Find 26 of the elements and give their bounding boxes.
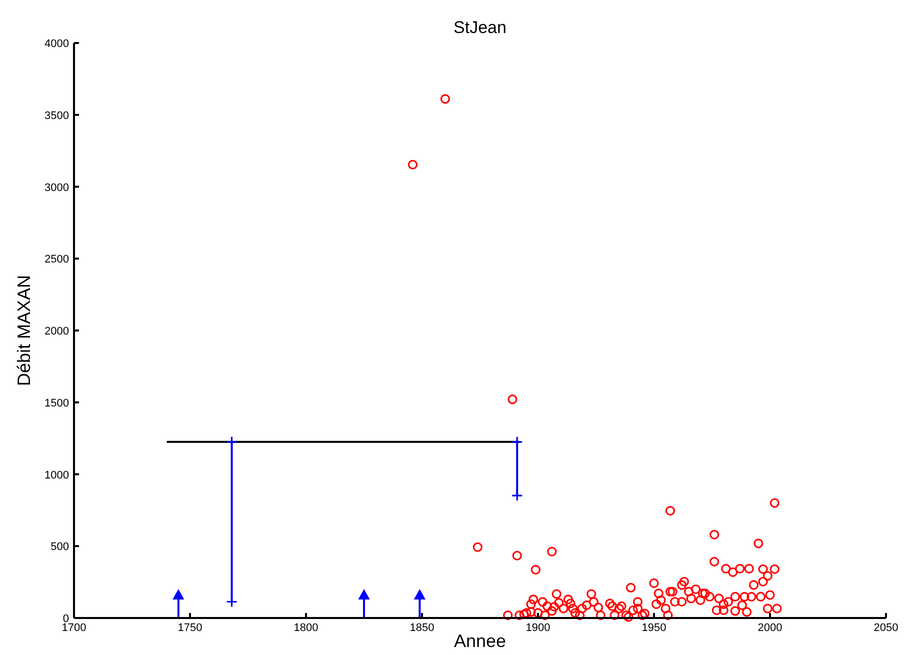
x-axis-title: Annee (454, 631, 506, 651)
point (511, 490, 523, 502)
y-axis-title: Débit MAXAN (14, 274, 34, 386)
x-tick-label: 2000 (758, 622, 782, 634)
y-tick-label: 2000 (44, 326, 69, 338)
point (511, 436, 523, 448)
y-tick-label: 4000 (44, 38, 69, 50)
y-tick-label: 1000 (44, 469, 69, 482)
x-tick-label: 2050 (874, 622, 898, 634)
y-tick-label: 500 (50, 541, 69, 554)
x-tick-label: 1700 (62, 622, 86, 634)
point (226, 436, 238, 448)
point (172, 590, 184, 600)
y-tick-label: 3500 (44, 110, 69, 122)
x-tick-label: 1900 (526, 622, 550, 634)
x-tick-label: 1950 (642, 622, 666, 634)
y-tick-label: 1500 (44, 397, 69, 410)
x-tick-label: 1750 (178, 622, 202, 634)
y-tick-label: 2500 (44, 254, 69, 266)
x-tick-label: 1850 (410, 622, 434, 634)
x-tick-label: 1800 (294, 622, 318, 634)
y-tick-label: 3000 (44, 182, 69, 194)
point (414, 590, 426, 600)
point (226, 596, 238, 608)
point (358, 590, 370, 600)
chart-title: StJean (454, 18, 506, 37)
